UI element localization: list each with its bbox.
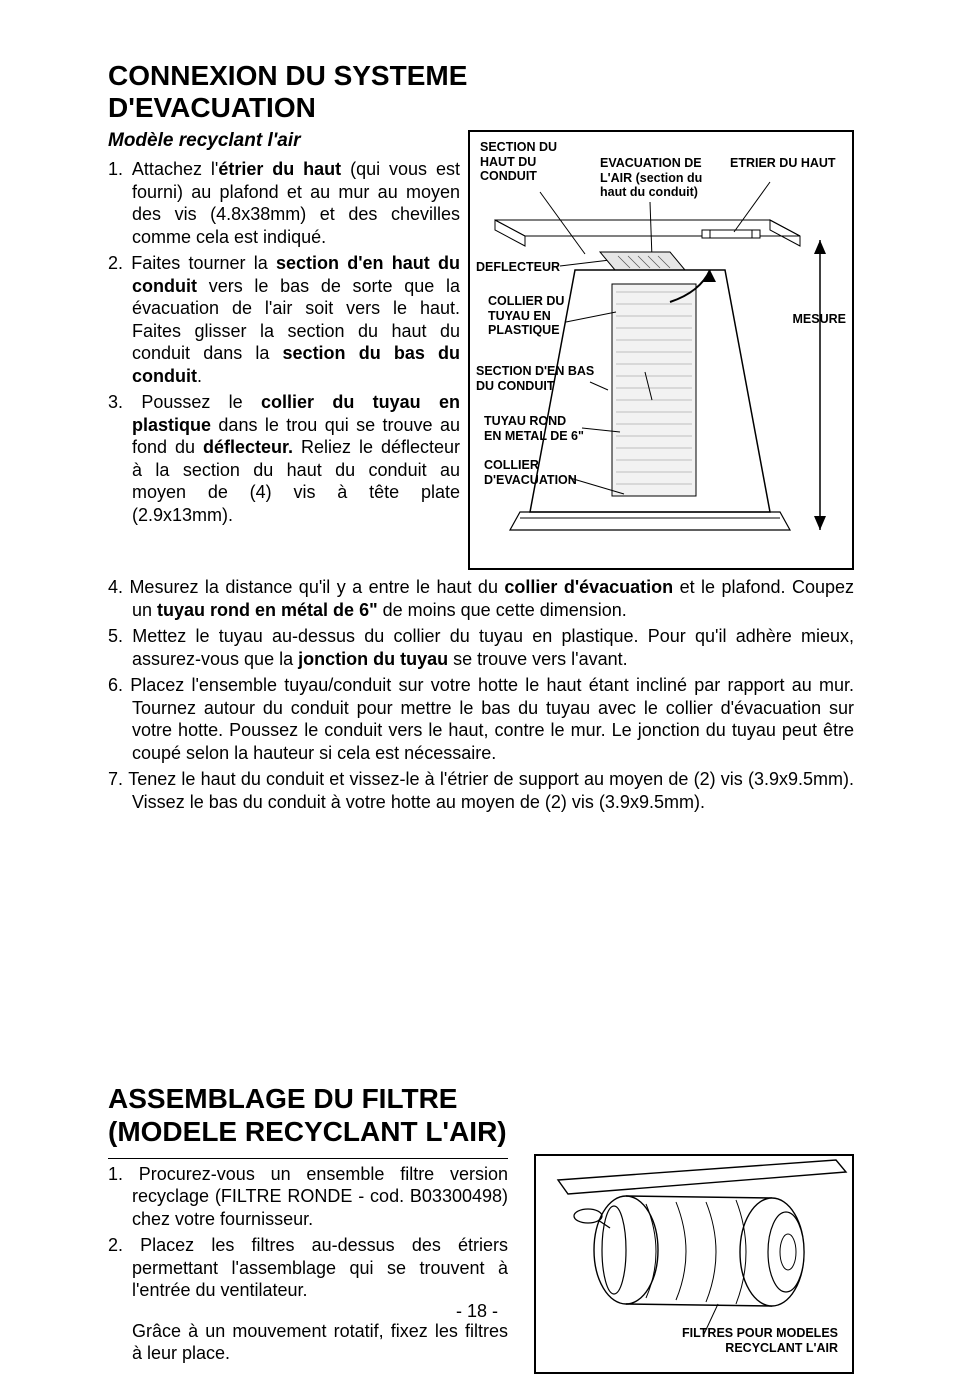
step-2: 2. Faites tourner la section d'en haut d… <box>108 252 460 387</box>
filter-step-1: 1. Procurez-vous un ensemble filtre vers… <box>108 1163 508 1231</box>
heading2-line-2: (MODELE RECYCLANT L'AIR) <box>108 1116 507 1147</box>
section-rule <box>108 1158 508 1159</box>
steps-list-wide: 4. Mesurez la distance qu'il y a entre l… <box>108 576 854 813</box>
filter-note: Grâce à un mouvement rotatif, fixez les … <box>108 1320 508 1365</box>
filter-caption-line-1: FILTRES POUR MODELES <box>682 1326 838 1340</box>
model-subtitle: Modèle recyclant l'air <box>108 130 460 152</box>
page-heading-2: ASSEMBLAGE DU FILTRE (MODELE RECYCLANT L… <box>108 1083 854 1147</box>
figure-filter-diagram: FILTRES POUR MODELES RECYCLANT L'AIR <box>534 1154 854 1374</box>
filter-steps-list: 1. Procurez-vous un ensemble filtre vers… <box>108 1163 508 1302</box>
figure-duct-diagram: SECTION DUHAUT DUCONDUIT EVACUATION DEL'… <box>468 130 854 570</box>
step-5: 5. Mettez le tuyau au-dessus du collier … <box>108 625 854 670</box>
step-6: 6. Placez l'ensemble tuyau/conduit sur v… <box>108 674 854 764</box>
heading2-line-1: ASSEMBLAGE DU FILTRE <box>108 1083 457 1114</box>
heading-line-2: D'EVACUATION <box>108 92 316 123</box>
page-heading-1: CONNEXION DU SYSTEME D'EVACUATION <box>108 60 854 124</box>
duct-diagram-svg <box>470 132 850 572</box>
filter-instructions-column: 1. Procurez-vous un ensemble filtre vers… <box>108 1154 508 1383</box>
steps-list-narrow: 1. Attachez l'étrier du haut (qui vous e… <box>108 158 460 526</box>
page-number: - 18 - <box>0 1301 954 1322</box>
filter-caption-line-2: RECYCLANT L'AIR <box>725 1341 838 1355</box>
filter-step-2: 2. Placez les filtres au-dessus des étri… <box>108 1234 508 1302</box>
step-3: 3. Poussez le collier du tuyau en plasti… <box>108 391 460 526</box>
heading-line-1: CONNEXION DU SYSTEME <box>108 60 467 91</box>
step-7: 7. Tenez le haut du conduit et vissez-le… <box>108 768 854 813</box>
filter-figure-caption: FILTRES POUR MODELES RECYCLANT L'AIR <box>682 1326 838 1356</box>
step-1: 1. Attachez l'étrier du haut (qui vous e… <box>108 158 460 248</box>
step-4: 4. Mesurez la distance qu'il y a entre l… <box>108 576 854 621</box>
instructions-narrow-column: Modèle recyclant l'air 1. Attachez l'étr… <box>108 130 460 530</box>
